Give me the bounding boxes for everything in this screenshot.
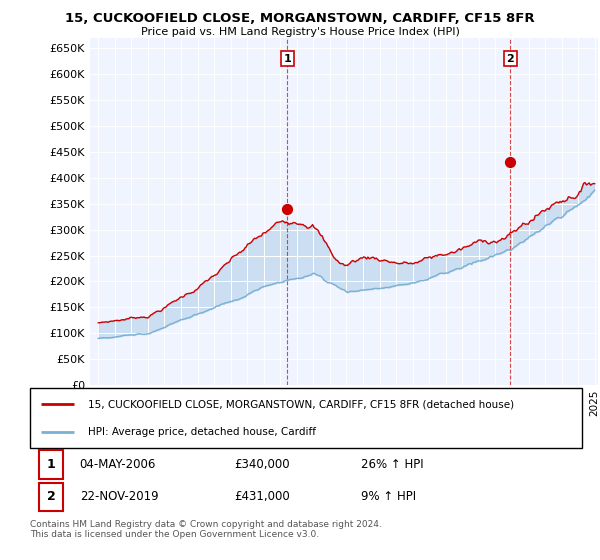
- Text: £431,000: £431,000: [234, 491, 290, 503]
- Text: £340,000: £340,000: [234, 458, 290, 471]
- Text: 22-NOV-2019: 22-NOV-2019: [80, 491, 158, 503]
- Bar: [39, 483, 63, 511]
- Text: 2: 2: [47, 491, 55, 503]
- Text: 1: 1: [47, 458, 55, 471]
- Text: 26% ↑ HPI: 26% ↑ HPI: [361, 458, 424, 471]
- Point: [283, 204, 292, 213]
- Bar: [39, 450, 63, 479]
- Text: HPI: Average price, detached house, Cardiff: HPI: Average price, detached house, Card…: [88, 427, 316, 437]
- Text: 1: 1: [283, 54, 291, 64]
- Point: [505, 157, 515, 166]
- Text: 04-MAY-2006: 04-MAY-2006: [80, 458, 156, 471]
- Text: 15, CUCKOOFIELD CLOSE, MORGANSTOWN, CARDIFF, CF15 8FR: 15, CUCKOOFIELD CLOSE, MORGANSTOWN, CARD…: [65, 12, 535, 25]
- Text: 15, CUCKOOFIELD CLOSE, MORGANSTOWN, CARDIFF, CF15 8FR (detached house): 15, CUCKOOFIELD CLOSE, MORGANSTOWN, CARD…: [88, 399, 514, 409]
- Text: Contains HM Land Registry data © Crown copyright and database right 2024.
This d: Contains HM Land Registry data © Crown c…: [30, 520, 382, 539]
- Text: Price paid vs. HM Land Registry's House Price Index (HPI): Price paid vs. HM Land Registry's House …: [140, 27, 460, 37]
- Text: 9% ↑ HPI: 9% ↑ HPI: [361, 491, 416, 503]
- Text: 2: 2: [506, 54, 514, 64]
